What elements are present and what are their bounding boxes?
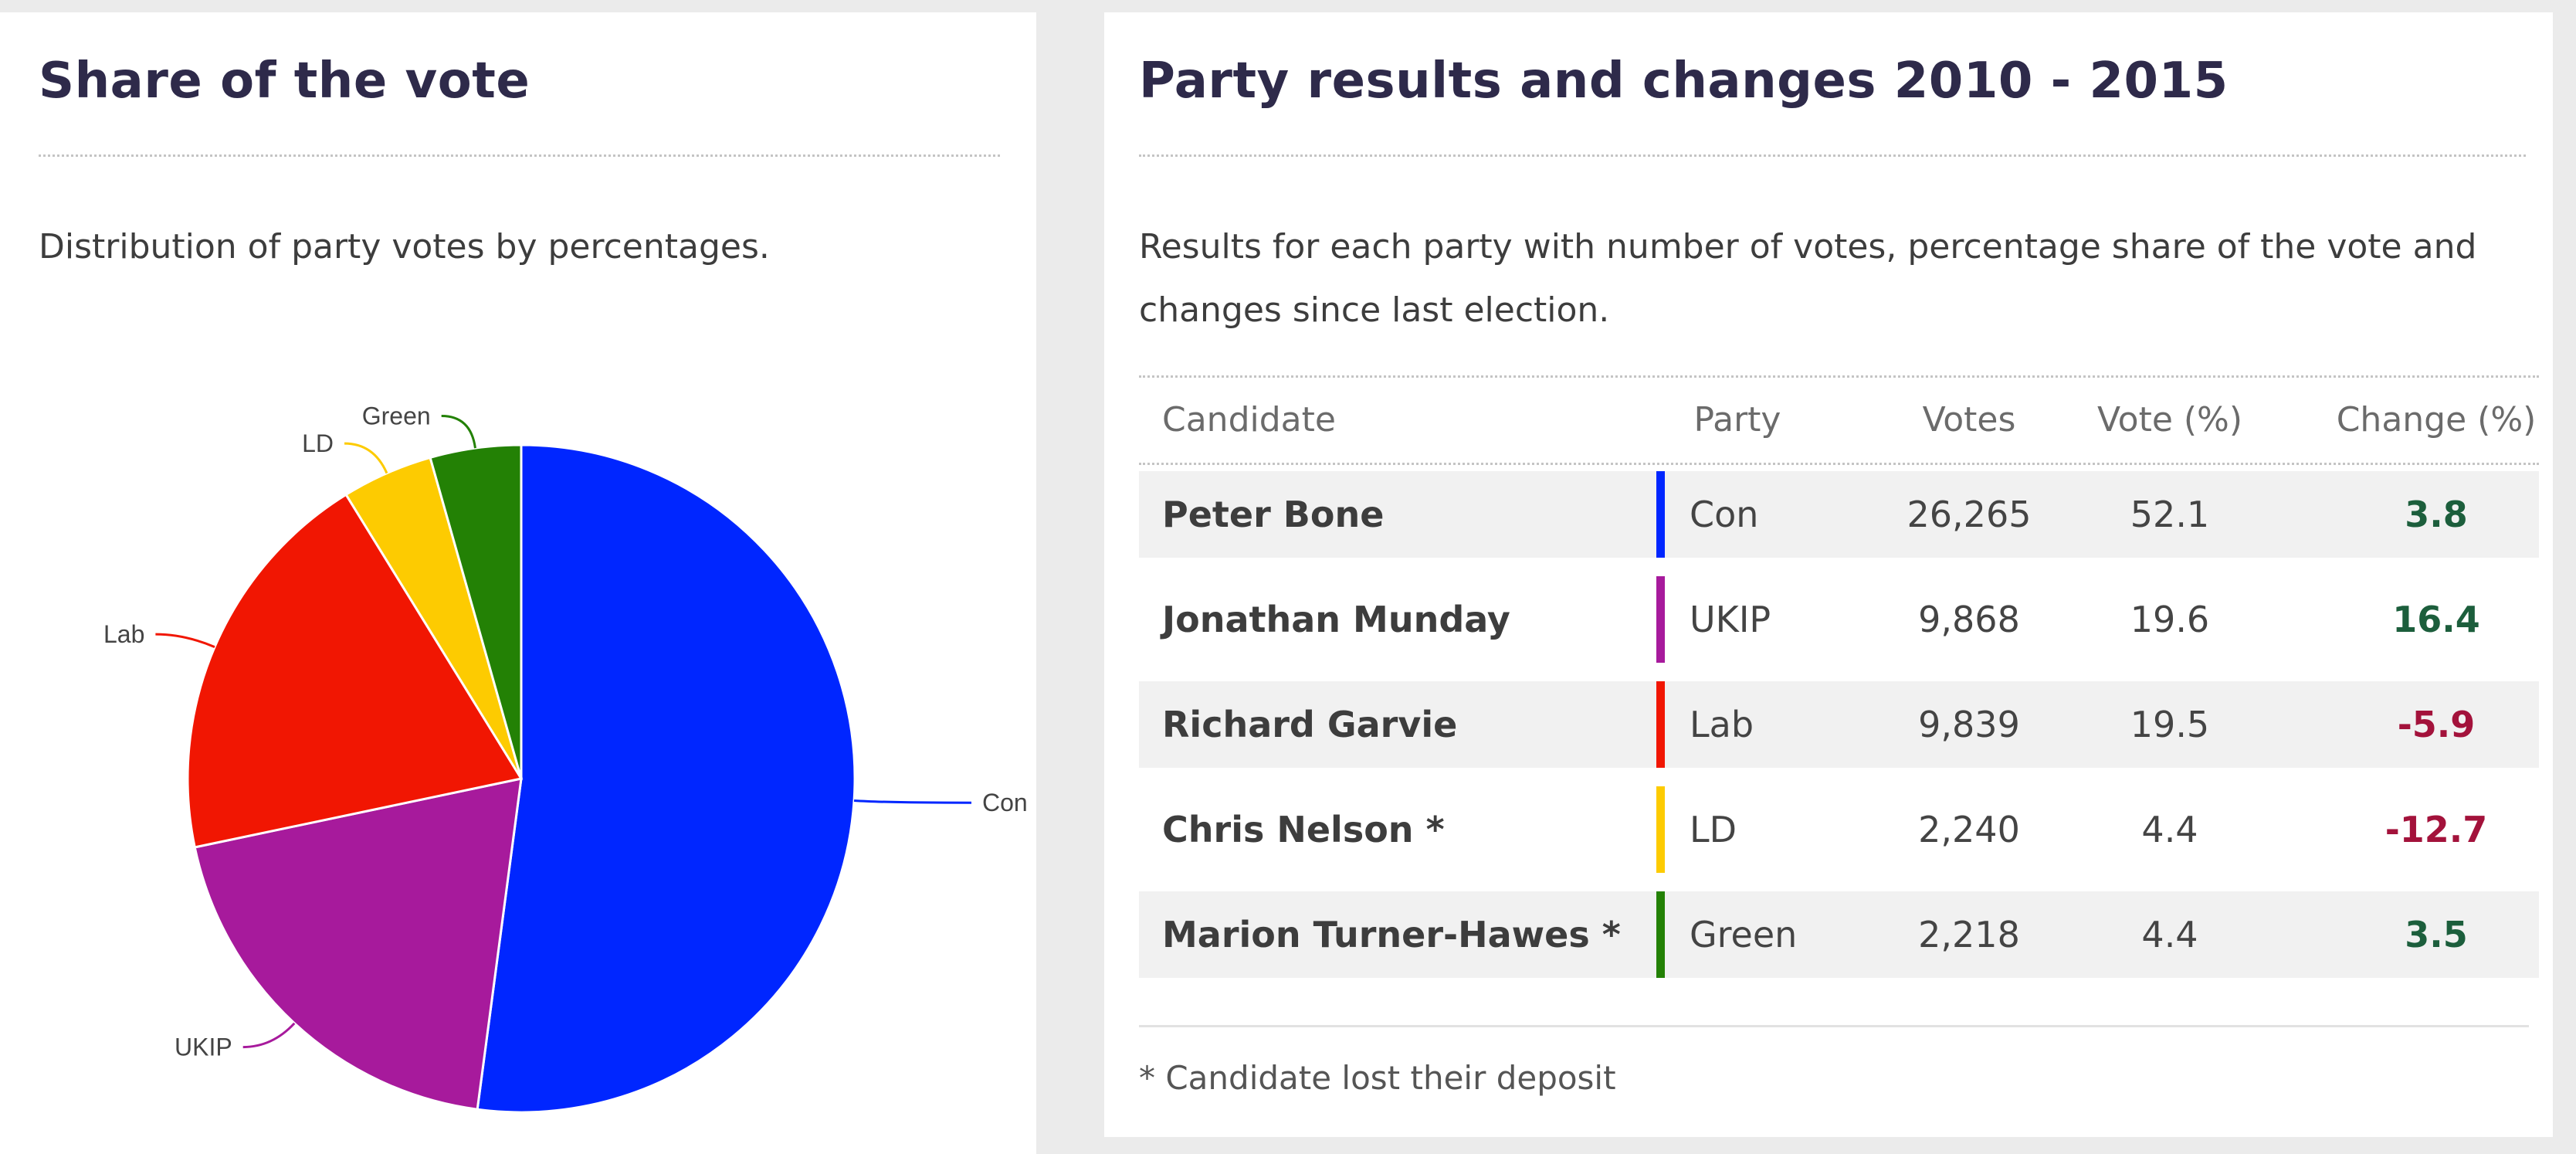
vote-change: -5.9 bbox=[2397, 704, 2476, 745]
vote-count: 2,218 bbox=[1918, 914, 2020, 955]
pie-leader-line-ukip bbox=[242, 1022, 296, 1049]
column-header-candidate: Candidate bbox=[1162, 400, 1336, 440]
vote-share-pie-chart: Con UKIP Lab LD Green bbox=[103, 402, 1028, 1114]
party-color-bar bbox=[1656, 891, 1665, 978]
vote-change: -12.7 bbox=[2384, 809, 2488, 850]
pie-label-ld: LD bbox=[302, 429, 334, 457]
vote-share: 19.6 bbox=[2130, 599, 2210, 640]
pie-leader-line-con bbox=[853, 799, 971, 804]
party-color-bar bbox=[1656, 576, 1665, 663]
share-of-vote-panel: Share of the vote Distribution of party … bbox=[0, 12, 1036, 1154]
share-title-divider bbox=[39, 154, 1000, 157]
party-color-bar bbox=[1656, 471, 1665, 558]
share-panel-title: Share of the vote bbox=[39, 53, 530, 110]
party-name: LD bbox=[1690, 809, 1737, 850]
pie-leader-line-lab bbox=[155, 633, 215, 649]
pie-label-con: Con bbox=[982, 789, 1028, 816]
table-row: Richard Garvie Lab 9,839 19.5 -5.9 bbox=[1139, 681, 2539, 768]
party-results-panel: Party results and changes 2010 - 2015 Re… bbox=[1104, 12, 2553, 1137]
pie-leader-line-ld bbox=[344, 442, 388, 474]
party-name: UKIP bbox=[1690, 599, 1771, 640]
party-name: Green bbox=[1690, 914, 1798, 955]
pie-label-green: Green bbox=[362, 402, 431, 430]
candidate-name: Jonathan Munday bbox=[1162, 599, 1510, 640]
vote-share: 4.4 bbox=[2141, 914, 2198, 955]
candidate-name: Peter Bone bbox=[1162, 494, 1385, 535]
candidate-name: Chris Nelson * bbox=[1162, 809, 1445, 850]
results-table: Candidate Party Votes Vote (%) Change (%… bbox=[1139, 375, 2539, 996]
table-row: Peter Bone Con 26,265 52.1 3.8 bbox=[1139, 471, 2539, 558]
pie-slice-green bbox=[429, 443, 523, 779]
results-panel-description: Results for each party with number of vo… bbox=[1139, 227, 2477, 330]
candidate-name: Marion Turner-Hawes * bbox=[1162, 914, 1621, 955]
table-row: Marion Turner-Hawes * Green 2,218 4.4 3.… bbox=[1139, 891, 2539, 978]
table-row: Jonathan Munday UKIP 9,868 19.6 16.4 bbox=[1139, 576, 2539, 663]
table-row: Chris Nelson * LD 2,240 4.4 -12.7 bbox=[1139, 786, 2539, 873]
vote-change: 3.5 bbox=[2405, 914, 2468, 955]
pie-slice-con bbox=[476, 443, 856, 1114]
column-header-party: Party bbox=[1693, 400, 1781, 440]
deposit-footnote: * Candidate lost their deposit bbox=[1139, 1059, 1616, 1097]
vote-count: 9,839 bbox=[1918, 704, 2020, 745]
results-title-divider bbox=[1139, 154, 2526, 157]
vote-change: 16.4 bbox=[2392, 599, 2480, 640]
pie-leader-line-green bbox=[441, 415, 476, 449]
table-header-row: Candidate Party Votes Vote (%) Change (%… bbox=[1139, 375, 2539, 465]
column-header-change: Change (%) bbox=[2336, 400, 2537, 440]
party-color-bar bbox=[1656, 786, 1665, 873]
pie-label-ukip: UKIP bbox=[175, 1034, 232, 1061]
vote-count: 2,240 bbox=[1918, 809, 2020, 850]
candidate-name: Richard Garvie bbox=[1162, 704, 1458, 745]
results-panel-title: Party results and changes 2010 - 2015 bbox=[1139, 53, 2229, 110]
vote-change: 3.8 bbox=[2405, 494, 2468, 535]
party-name: Con bbox=[1690, 494, 1759, 535]
pie-slice-lab bbox=[186, 493, 524, 849]
vote-share: 4.4 bbox=[2141, 809, 2198, 850]
vote-share: 52.1 bbox=[2130, 494, 2210, 535]
pie-label-lab: Lab bbox=[103, 620, 144, 648]
table-body: Peter Bone Con 26,265 52.1 3.8 Jonathan … bbox=[1139, 471, 2539, 978]
column-header-votes: Votes bbox=[1922, 400, 2016, 440]
vote-count: 26,265 bbox=[1907, 494, 2032, 535]
column-header-vote-share: Vote (%) bbox=[2096, 400, 2243, 440]
vote-share: 19.5 bbox=[2130, 704, 2210, 745]
table-footer-divider bbox=[1139, 1025, 2529, 1027]
party-color-bar bbox=[1656, 681, 1665, 768]
vote-count: 9,868 bbox=[1918, 599, 2020, 640]
party-name: Lab bbox=[1690, 704, 1754, 745]
pie-slice-ukip bbox=[193, 777, 523, 1111]
share-panel-description: Distribution of party votes by percentag… bbox=[39, 227, 770, 266]
